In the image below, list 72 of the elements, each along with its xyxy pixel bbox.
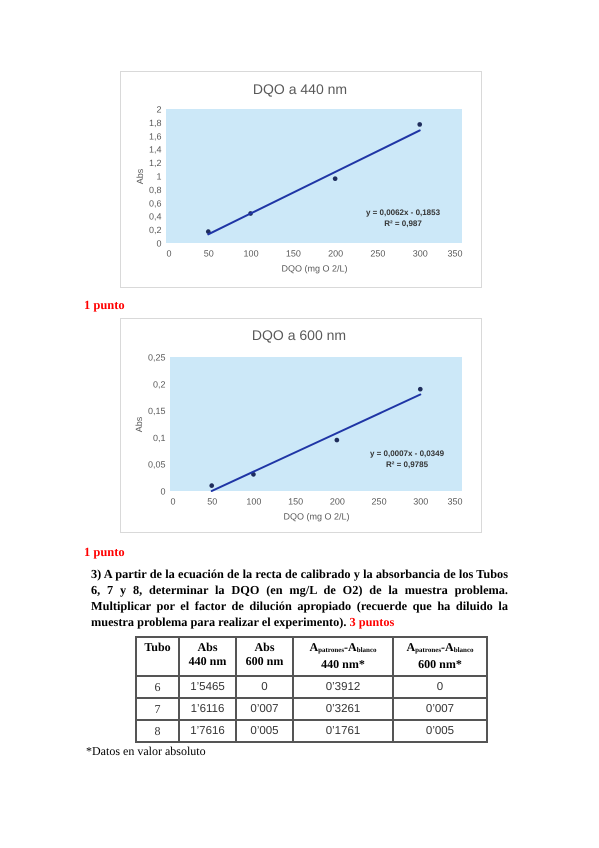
text: 7 <box>154 702 160 716</box>
x-tick-label: 250 <box>372 496 387 506</box>
x-axis-title: DQO (mg O 2/L) <box>283 512 350 522</box>
y-tick-label: 0,4 <box>148 212 162 222</box>
y-tick-label: 1,6 <box>148 131 162 142</box>
x-tick-label: 0 <box>170 496 176 506</box>
point <box>209 483 214 488</box>
y-tick-label: 0,25 <box>148 352 166 362</box>
chart-title: DQO a 600 nm <box>252 327 346 343</box>
point <box>417 122 422 127</box>
y-tick-label: 0,05 <box>148 460 166 470</box>
x-tick-label: 50 <box>204 248 214 258</box>
annotation: R² = 0,987 <box>384 219 422 228</box>
text: 1 punto <box>84 544 125 560</box>
text: 0’3261 <box>326 703 360 715</box>
category-label: A$_{patrones}$-A$_{blanco}$ 440 nm* <box>293 637 393 676</box>
text: 0’005 <box>250 725 279 737</box>
text: 0’007 <box>250 703 279 715</box>
text: 1’5465 <box>190 681 225 693</box>
y-tick-label: 1,8 <box>148 118 162 128</box>
text: 0’3912 <box>326 681 360 693</box>
y-tick-label: 1,4 <box>148 144 162 155</box>
x-tick-label: 200 <box>328 248 344 258</box>
x-tick-label: 150 <box>286 248 301 258</box>
x-tick-label: 150 <box>288 496 304 506</box>
x-tick-label: 100 <box>244 248 259 258</box>
text: 0’007 <box>426 703 454 715</box>
text: 8 <box>154 724 160 738</box>
point <box>334 438 340 442</box>
x-tick-label: 300 <box>412 248 428 258</box>
annotation: y = 0,0007x - 0,0349 <box>370 449 445 458</box>
text: 1’7616 <box>190 725 225 737</box>
text: 1 punto <box>84 297 125 313</box>
category-label: Abs 600 nm <box>236 637 293 676</box>
text: 1’6116 <box>190 703 224 715</box>
text: 0 <box>436 681 444 693</box>
x-tick-label: 350 <box>447 496 462 506</box>
y-tick-label: 0,8 <box>148 184 162 195</box>
category-label: Tubo <box>136 637 179 676</box>
x-tick-label: 100 <box>246 496 262 506</box>
chart-title: DQO a 440 nm <box>252 81 348 97</box>
y-tick-label: 1 <box>156 172 162 182</box>
text: *Datos en valor absoluto <box>86 744 206 758</box>
y-tick-label: 0,6 <box>148 198 162 208</box>
y-tick-label: 0,15 <box>148 406 166 416</box>
x-axis-title: DQO (mg O 2/L) <box>281 264 348 274</box>
y-tick-label: 1,2 <box>148 158 162 168</box>
x-tick-label: 300 <box>413 496 428 506</box>
text: 3 puntos <box>350 615 394 629</box>
x-tick-label: 250 <box>370 248 386 258</box>
x-tick-label: 50 <box>207 496 218 506</box>
annotation: R² = 0,9785 <box>386 460 429 469</box>
y-axis-title: Abs <box>134 168 145 184</box>
x-tick-label: 0 <box>166 248 172 258</box>
point <box>418 386 423 392</box>
text: 6 <box>154 680 160 694</box>
y-tick-label: 2 <box>156 104 162 114</box>
category-label: A$_{patrones}$-A$_{blanco}$ 600 nm* <box>393 637 487 676</box>
y-tick-label: 0,2 <box>152 379 166 390</box>
text: 0’1761 <box>326 725 360 737</box>
y-axis-title: Abs <box>134 416 144 432</box>
text: 0 <box>261 681 268 693</box>
y-tick-label: 0,2 <box>148 225 162 236</box>
annotation: y = 0,0062x - 0,1853 <box>366 208 441 217</box>
y-tick-label: 0 <box>160 486 166 496</box>
x-tick-label: 200 <box>330 496 345 506</box>
point <box>332 176 338 182</box>
x-tick-label: 350 <box>447 248 462 258</box>
y-tick-label: 0,1 <box>152 432 166 443</box>
y-tick-label: 0 <box>156 238 162 248</box>
text: 0’005 <box>426 725 454 737</box>
category-label: Abs 440 nm <box>179 637 236 676</box>
